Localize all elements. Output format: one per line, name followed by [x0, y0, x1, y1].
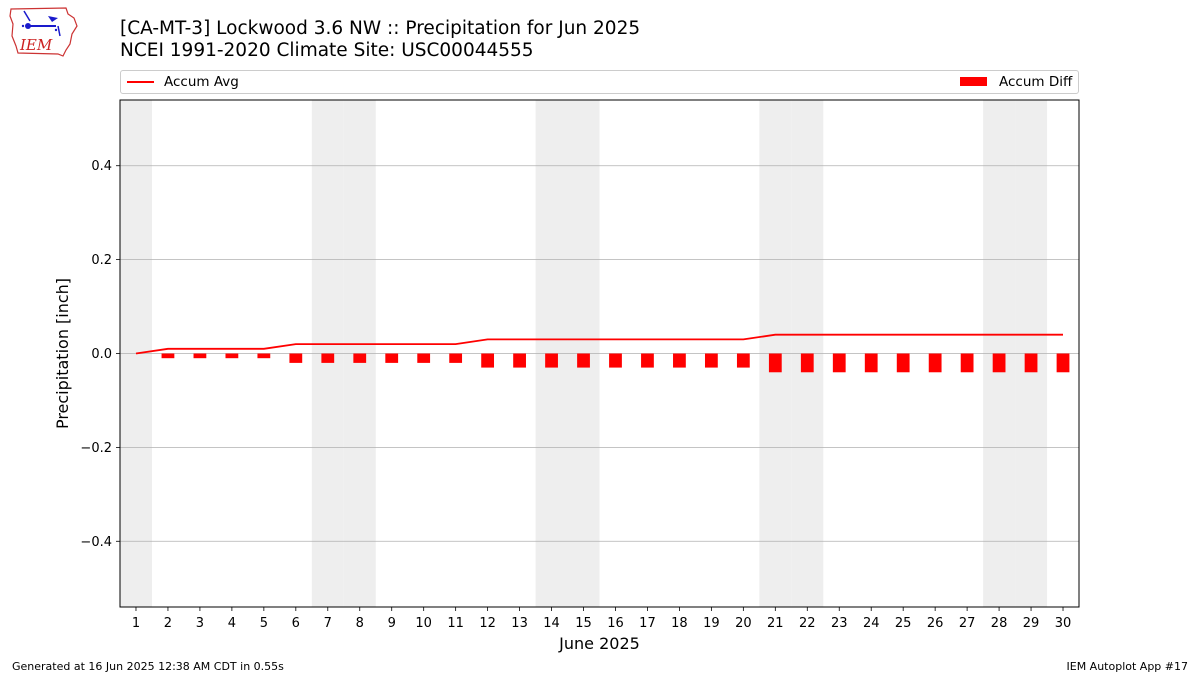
x-tick-label: 7: [324, 616, 332, 631]
x-tick-label: 13: [511, 616, 528, 631]
app-credit: IEM Autoplot App #17: [1066, 660, 1189, 673]
bar-accum-diff: [321, 353, 335, 363]
generated-timestamp: Generated at 16 Jun 2025 12:38 AM CDT in…: [12, 660, 284, 673]
x-tick-label: 4: [228, 616, 236, 631]
y-tick-label: 0.4: [91, 159, 112, 174]
x-tick-label: 2: [164, 616, 172, 631]
x-tick-label: 15: [575, 616, 592, 631]
bar-accum-diff: [704, 353, 718, 368]
bar-accum-diff: [481, 353, 495, 368]
bar-accum-diff: [992, 353, 1006, 373]
bar-accum-diff: [832, 353, 846, 373]
bar-accum-diff: [161, 353, 175, 359]
line-accum-avg: [135, 333, 1063, 355]
bar-accum-diff: [609, 353, 622, 368]
bar-accum-diff: [513, 353, 526, 368]
bar-accum-diff: [289, 353, 303, 363]
bar-accum-diff: [673, 353, 686, 368]
x-tick-label: 24: [863, 616, 880, 631]
x-tick-label: 11: [447, 616, 464, 631]
y-tick-label: −0.2: [80, 441, 112, 456]
x-tick-label: 19: [703, 616, 720, 631]
x-tick-label: 21: [767, 616, 784, 631]
x-tick-label: 1: [132, 616, 140, 631]
x-tick-label: 23: [831, 616, 848, 631]
legend-line-swatch: [127, 81, 154, 83]
x-tick-label: 12: [479, 616, 496, 631]
x-tick-label: 16: [607, 616, 624, 631]
bar-accum-diff: [864, 353, 878, 373]
bar-accum-diff: [768, 353, 782, 373]
x-tick-label: 8: [356, 616, 364, 631]
y-tick-label: 0.0: [91, 347, 112, 362]
plot-frame: [119, 99, 1080, 608]
x-tick-label: 26: [927, 616, 944, 631]
bar-accum-diff: [928, 353, 942, 373]
weather-station-icon: [21, 10, 61, 37]
x-tick-label: 18: [671, 616, 688, 631]
bar-accum-diff: [800, 353, 814, 373]
y-tick-label: −0.4: [80, 535, 112, 550]
bar-accum-diff: [1056, 353, 1070, 373]
x-tick-label: 29: [1023, 616, 1040, 631]
bar-accum-diff: [1024, 353, 1038, 373]
x-tick-label: 20: [735, 616, 752, 631]
x-tick-label: 17: [639, 616, 656, 631]
bar-accum-diff: [545, 353, 558, 368]
bar-accum-diff: [736, 353, 750, 368]
x-tick-label: 6: [292, 616, 300, 631]
x-tick-label: 30: [1055, 616, 1072, 631]
iowa-outline-icon: [9, 7, 78, 57]
bar-accum-diff: [225, 353, 239, 359]
x-tick-label: 9: [388, 616, 396, 631]
legend-label-accum-diff: Accum Diff: [999, 74, 1073, 90]
legend-bar-swatch: [960, 77, 987, 86]
x-tick-label: 28: [991, 616, 1008, 631]
bar-accum-diff: [577, 353, 590, 368]
y-tick-label: 0.2: [91, 253, 112, 268]
bar-accum-diff: [385, 353, 399, 363]
legend: Accum Avg Accum Diff: [120, 70, 1079, 94]
bar-accum-diff: [641, 353, 654, 368]
bar-accum-diff: [353, 353, 367, 363]
bar-accum-diff: [960, 353, 974, 373]
x-tick-label: 22: [799, 616, 816, 631]
x-tick-label: 27: [959, 616, 976, 631]
bar-accum-diff: [257, 353, 271, 359]
bar-accum-diff: [193, 353, 207, 359]
bar-accum-diff: [896, 353, 910, 373]
bar-accum-diff: [449, 353, 463, 363]
x-axis-label: June 2025: [558, 634, 640, 653]
x-tick-label: 25: [895, 616, 912, 631]
chart-subtitle: NCEI 1991-2020 Climate Site: USC00044555: [120, 40, 534, 61]
chart-title: [CA-MT-3] Lockwood 3.6 NW :: Precipitati…: [120, 18, 641, 39]
iem-logo: IEM: [9, 7, 78, 57]
legend-label-accum-avg: Accum Avg: [164, 74, 239, 90]
logo-text: IEM: [19, 36, 53, 54]
x-tick-label: 10: [415, 616, 432, 631]
y-axis-label: Precipitation [inch]: [53, 278, 72, 429]
bar-accum-diff: [417, 353, 431, 363]
x-tick-label: 14: [543, 616, 560, 631]
x-tick-label: 5: [260, 616, 268, 631]
x-tick-label: 3: [196, 616, 204, 631]
